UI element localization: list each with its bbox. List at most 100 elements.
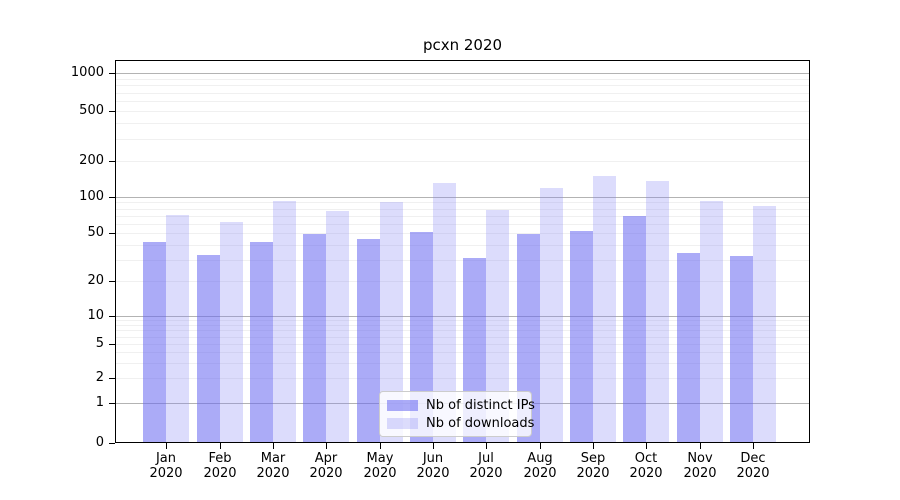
xtick-mark-oct [646, 443, 647, 449]
gridline-minor-5 [115, 344, 810, 345]
bar-downloads-feb [220, 222, 243, 443]
xtick-mark-mar [273, 443, 274, 449]
ytick-label-500: 500 [79, 103, 104, 118]
gridline-minor-200 [115, 161, 810, 162]
bar-downloads-jan [166, 215, 189, 443]
bar-downloads-jun [433, 183, 456, 443]
bar-ips-jan [143, 242, 166, 443]
xtick-label-nov: Nov 2020 [683, 451, 717, 481]
legend-label-downloads: Nb of downloads [426, 416, 535, 431]
bar-ips-may [357, 239, 380, 443]
bar-downloads-jul [486, 210, 509, 443]
gridline-minor-8 [115, 325, 810, 326]
gridline-minor-9 [115, 320, 810, 321]
gridline-major-10 [115, 316, 810, 317]
ytick-label-1: 1 [95, 395, 104, 410]
bar-ips-aug [517, 234, 540, 443]
ytick-label-1000: 1000 [70, 65, 104, 80]
xtick-label-feb: Feb 2020 [203, 451, 237, 481]
xtick-label-jun: Jun 2020 [416, 451, 450, 481]
bar-downloads-nov [700, 201, 723, 443]
xtick-mark-jun [433, 443, 434, 449]
gridline-minor-600 [115, 101, 810, 102]
chart-title: pcxn 2020 [422, 36, 503, 54]
gridline-minor-800 [115, 85, 810, 86]
legend-swatch-downloads [387, 418, 418, 429]
legend-row-downloads: Nb of downloads [387, 415, 534, 432]
xtick-mark-jul [486, 443, 487, 449]
legend-swatch-ips [387, 400, 418, 411]
gridline-minor-60 [115, 224, 810, 225]
ytick-mark-1000 [109, 73, 115, 74]
gridline-minor-900 [115, 79, 810, 80]
xtick-label-sep: Sep 2020 [576, 451, 610, 481]
ytick-mark-1 [109, 403, 115, 404]
gridline-minor-3 [115, 363, 810, 364]
gridline-minor-30 [115, 260, 810, 261]
xtick-label-jul: Jul 2020 [469, 451, 503, 481]
xtick-mark-jan [166, 443, 167, 449]
xtick-mark-feb [220, 443, 221, 449]
ytick-mark-10 [109, 316, 115, 317]
ytick-mark-500 [109, 111, 115, 112]
gridline-minor-50 [115, 233, 810, 234]
ytick-label-0: 0 [95, 435, 104, 450]
gridline-minor-700 [115, 93, 810, 94]
xtick-mark-dec [753, 443, 754, 449]
legend: Nb of distinct IPs Nb of downloads [379, 391, 535, 437]
xtick-mark-apr [326, 443, 327, 449]
legend-row-ips: Nb of distinct IPs [387, 397, 535, 414]
ytick-label-50: 50 [87, 225, 104, 240]
bar-ips-mar [250, 242, 273, 443]
xtick-mark-may [380, 443, 381, 449]
bar-downloads-aug [540, 188, 563, 443]
xtick-label-jan: Jan 2020 [149, 451, 183, 481]
xtick-label-mar: Mar 2020 [256, 451, 290, 481]
xtick-label-aug: Aug 2020 [523, 451, 557, 481]
ytick-mark-5 [109, 344, 115, 345]
gridline-minor-6 [115, 337, 810, 338]
legend-label-ips: Nb of distinct IPs [426, 398, 535, 413]
ytick-mark-2 [109, 378, 115, 379]
bar-downloads-apr [326, 211, 349, 443]
gridline-minor-400 [115, 123, 810, 124]
ytick-label-20: 20 [87, 273, 104, 288]
bar-ips-dec [730, 256, 753, 443]
gridline-minor-40 [115, 245, 810, 246]
gridline-minor-90 [115, 202, 810, 203]
ytick-mark-100 [109, 197, 115, 198]
ytick-mark-20 [109, 281, 115, 282]
xtick-mark-aug [540, 443, 541, 449]
xtick-mark-sep [593, 443, 594, 449]
ytick-label-200: 200 [79, 153, 104, 168]
xtick-mark-nov [700, 443, 701, 449]
bar-downloads-sep [593, 176, 616, 443]
bar-ips-jun [410, 232, 433, 443]
ytick-mark-0 [109, 443, 115, 444]
ytick-label-5: 5 [95, 336, 104, 351]
bar-downloads-dec [753, 206, 776, 443]
bar-ips-sep [570, 231, 593, 443]
bar-downloads-mar [273, 201, 296, 443]
gridline-minor-500 [115, 111, 810, 112]
xtick-label-apr: Apr 2020 [309, 451, 343, 481]
ytick-label-10: 10 [87, 308, 104, 323]
bar-downloads-may [380, 202, 403, 443]
ytick-label-100: 100 [79, 189, 104, 204]
gridline-minor-80 [115, 209, 810, 210]
bar-downloads-oct [646, 181, 669, 443]
gridline-major-100 [115, 197, 810, 198]
gridline-major-1000 [115, 73, 810, 74]
gridline-minor-7 [115, 330, 810, 331]
ytick-label-2: 2 [95, 370, 104, 385]
xtick-label-may: May 2020 [363, 451, 397, 481]
gridline-minor-300 [115, 139, 810, 140]
ytick-mark-50 [109, 233, 115, 234]
gridline-minor-2 [115, 378, 810, 379]
bar-ips-feb [197, 255, 220, 443]
xtick-label-oct: Oct 2020 [629, 451, 663, 481]
gridline-minor-70 [115, 216, 810, 217]
ytick-mark-200 [109, 161, 115, 162]
gridline-minor-4 [115, 352, 810, 353]
